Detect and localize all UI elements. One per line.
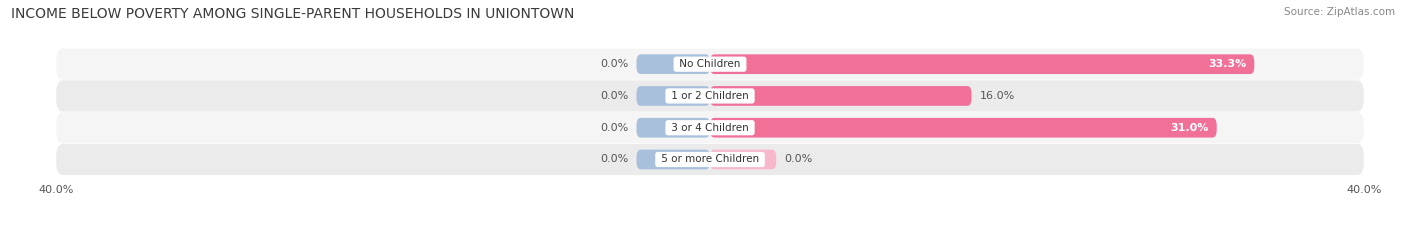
Text: 0.0%: 0.0% [600,123,628,133]
Text: 16.0%: 16.0% [980,91,1015,101]
Legend: Single Father, Single Mother: Single Father, Single Mother [602,229,818,233]
Text: 33.3%: 33.3% [1208,59,1246,69]
Text: 0.0%: 0.0% [600,91,628,101]
Text: Source: ZipAtlas.com: Source: ZipAtlas.com [1284,7,1395,17]
FancyBboxPatch shape [56,144,1364,175]
FancyBboxPatch shape [637,86,710,106]
FancyBboxPatch shape [637,118,710,137]
Text: 0.0%: 0.0% [785,154,813,164]
FancyBboxPatch shape [710,86,972,106]
Text: 3 or 4 Children: 3 or 4 Children [668,123,752,133]
FancyBboxPatch shape [56,80,1364,112]
Text: 1 or 2 Children: 1 or 2 Children [668,91,752,101]
FancyBboxPatch shape [710,118,1216,137]
Text: INCOME BELOW POVERTY AMONG SINGLE-PARENT HOUSEHOLDS IN UNIONTOWN: INCOME BELOW POVERTY AMONG SINGLE-PARENT… [11,7,575,21]
FancyBboxPatch shape [637,54,710,74]
FancyBboxPatch shape [637,150,710,169]
Text: 31.0%: 31.0% [1170,123,1209,133]
Text: 0.0%: 0.0% [600,154,628,164]
Text: No Children: No Children [676,59,744,69]
Text: 0.0%: 0.0% [600,59,628,69]
FancyBboxPatch shape [56,49,1364,80]
Text: 5 or more Children: 5 or more Children [658,154,762,164]
FancyBboxPatch shape [710,150,776,169]
FancyBboxPatch shape [56,112,1364,143]
FancyBboxPatch shape [710,54,1254,74]
